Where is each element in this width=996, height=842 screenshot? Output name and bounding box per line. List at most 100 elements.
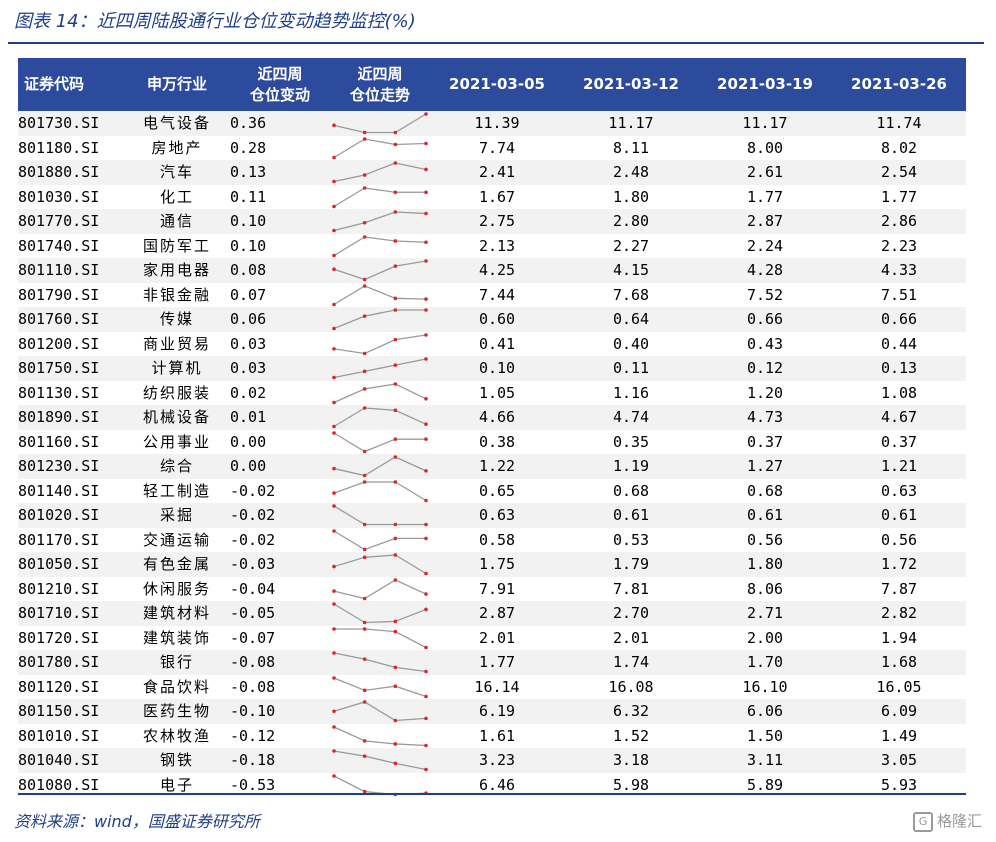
security-code-cell: 801730.SI xyxy=(18,111,124,136)
value-cell: 1.72 xyxy=(832,552,966,577)
industry-cell: 国防军工 xyxy=(124,233,230,258)
sparkline-cell xyxy=(330,184,430,209)
sparkline-line xyxy=(333,750,427,771)
position-change-cell: -0.18 xyxy=(230,748,330,773)
sparkline-point xyxy=(424,469,428,473)
industry-cell: 食品饮料 xyxy=(124,674,230,699)
sparkline-point xyxy=(393,142,398,146)
table-row: 801770.SI 通信 0.10 2.75 2.80 2.87 2.86 xyxy=(18,209,966,234)
sparkline-line xyxy=(333,480,427,501)
sparkline-point xyxy=(424,211,428,216)
position-change-cell: 0.10 xyxy=(230,233,330,258)
sparkline-point xyxy=(393,130,398,135)
g-logo-icon: G xyxy=(912,811,933,832)
value-cell: 4.28 xyxy=(698,258,832,283)
position-change-cell: 0.08 xyxy=(230,258,330,283)
value-cell: 8.06 xyxy=(698,576,832,601)
table-row: 801050.SI 有色金属 -0.03 1.75 1.79 1.80 1.72 xyxy=(18,552,966,577)
value-cell: 16.14 xyxy=(430,674,564,699)
sparkline-point xyxy=(424,522,428,527)
value-cell: 1.16 xyxy=(564,380,698,405)
trend-sparkline xyxy=(332,651,428,674)
sparkline-point xyxy=(362,754,367,758)
trend-sparkline xyxy=(332,675,428,698)
sparkline-point xyxy=(362,596,367,600)
table-row: 801740.SI 国防军工 0.10 2.13 2.27 2.24 2.23 xyxy=(18,233,966,258)
value-cell: 2.13 xyxy=(430,233,564,258)
table-header-row: 证券代码 申万行业 近四周 仓位变动 近四周 仓位走势 2021-03-05 2… xyxy=(18,58,966,111)
table-row: 801030.SI 化工 0.11 1.67 1.80 1.77 1.77 xyxy=(18,184,966,209)
sparkline-point xyxy=(332,123,336,128)
industry-cell: 医药生物 xyxy=(124,699,230,724)
sparkline-line xyxy=(333,407,427,428)
table-row: 801780.SI 银行 -0.08 1.77 1.74 1.70 1.68 xyxy=(18,650,966,675)
value-cell: 0.44 xyxy=(832,331,966,356)
value-cell: 0.68 xyxy=(564,478,698,503)
sparkline-cell xyxy=(330,135,430,160)
value-cell: 2.86 xyxy=(832,209,966,234)
table-row: 801110.SI 家用电器 0.08 4.25 4.15 4.28 4.33 xyxy=(18,258,966,283)
value-cell: 0.37 xyxy=(698,429,832,454)
sparkline-point xyxy=(393,436,398,441)
title-divider xyxy=(8,42,984,44)
security-code-cell: 801720.SI xyxy=(18,625,124,650)
position-change-cell: 0.36 xyxy=(230,111,330,136)
value-cell: 0.60 xyxy=(430,307,564,332)
sparkline-point xyxy=(332,675,336,680)
trend-sparkline xyxy=(332,577,428,600)
value-cell: 0.64 xyxy=(564,307,698,332)
value-cell: 1.79 xyxy=(564,552,698,577)
position-change-cell: -0.03 xyxy=(230,552,330,577)
watermark: G 格隆汇 xyxy=(912,810,982,832)
sparkline-point xyxy=(393,553,398,557)
value-cell: 3.18 xyxy=(564,748,698,773)
trend-sparkline xyxy=(332,504,428,527)
security-code-cell: 801710.SI xyxy=(18,601,124,626)
industry-cell: 电子 xyxy=(124,772,230,797)
position-change-cell: 0.00 xyxy=(230,454,330,479)
security-code-cell: 801020.SI xyxy=(18,503,124,528)
value-cell: 4.25 xyxy=(430,258,564,283)
value-cell: 0.41 xyxy=(430,331,564,356)
sparkline-line xyxy=(333,774,427,795)
position-change-cell: 0.01 xyxy=(230,405,330,430)
security-code-cell: 801050.SI xyxy=(18,552,124,577)
value-cell: 5.93 xyxy=(832,772,966,797)
sparkline-point xyxy=(362,626,367,631)
sparkline-point xyxy=(362,386,367,391)
value-cell: 1.61 xyxy=(430,723,564,748)
security-code-cell: 801890.SI xyxy=(18,405,124,430)
sparkline-cell xyxy=(330,380,430,405)
value-cell: 11.17 xyxy=(698,111,832,136)
table-row: 801200.SI 商业贸易 0.03 0.41 0.40 0.43 0.44 xyxy=(18,331,966,356)
sparkline-point xyxy=(424,591,428,596)
sparkline-point xyxy=(332,375,336,380)
sparkline-point xyxy=(393,264,398,268)
value-cell: 2.71 xyxy=(698,601,832,626)
sparkline-point xyxy=(362,738,367,743)
value-cell: 1.08 xyxy=(832,380,966,405)
value-cell: 7.87 xyxy=(832,576,966,601)
value-cell: 0.63 xyxy=(430,503,564,528)
value-cell: 7.52 xyxy=(698,282,832,307)
sparkline-point xyxy=(424,645,428,649)
value-cell: 4.73 xyxy=(698,405,832,430)
sparkline-point xyxy=(332,724,336,729)
value-cell: 0.63 xyxy=(832,478,966,503)
sparkline-line xyxy=(333,358,427,379)
position-change-cell: 0.10 xyxy=(230,209,330,234)
sparkline-point xyxy=(393,761,398,766)
security-code-cell: 801040.SI xyxy=(18,748,124,773)
sparkline-point xyxy=(332,228,336,233)
trend-sparkline xyxy=(332,308,428,331)
table-row: 801760.SI 传媒 0.06 0.60 0.64 0.66 0.66 xyxy=(18,307,966,332)
sparkline-point xyxy=(362,130,367,135)
value-cell: 7.81 xyxy=(564,576,698,601)
value-cell: 0.56 xyxy=(698,527,832,552)
sparkline-cell xyxy=(330,552,430,577)
position-change-cell: 0.03 xyxy=(230,356,330,381)
sparkline-point xyxy=(332,504,336,508)
position-change-cell: -0.02 xyxy=(230,478,330,503)
sparkline-point xyxy=(424,536,428,540)
security-code-cell: 801200.SI xyxy=(18,331,124,356)
